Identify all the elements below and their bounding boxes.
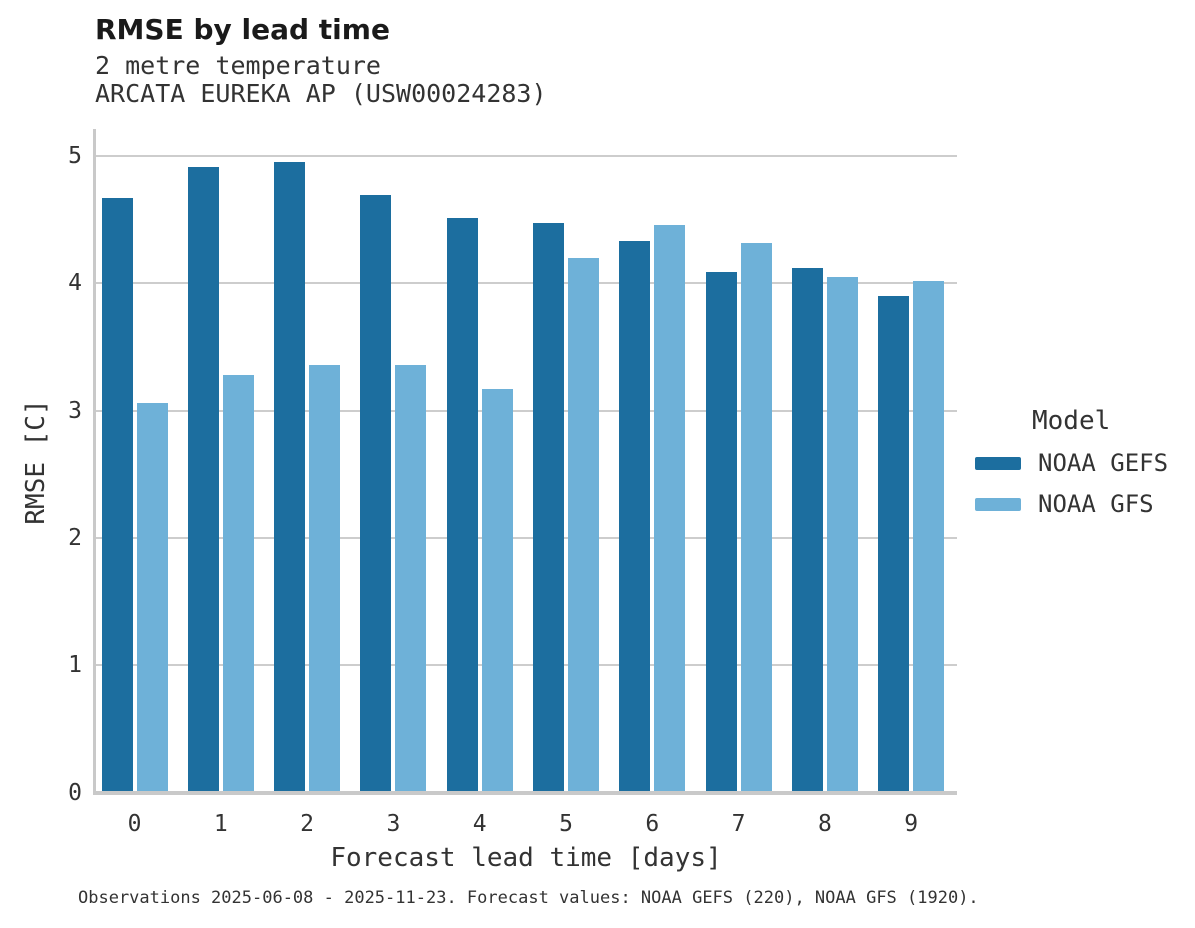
- chart-subtitle-variable: 2 metre temperature: [95, 51, 381, 80]
- bar-noaa-gefs-0: [101, 198, 133, 792]
- x-tick-label-1: 1: [213, 811, 228, 837]
- bar-noaa-gefs-7: [705, 271, 737, 792]
- x-tick-label-4: 4: [472, 811, 487, 837]
- legend-label-noaa-gfs: NOAA GFS: [1038, 490, 1154, 518]
- legend-label-noaa-gefs: NOAA GEFS: [1038, 449, 1169, 477]
- gridline-y-2: [95, 536, 957, 539]
- bar-noaa-gefs-8: [791, 268, 823, 792]
- legend-swatch-noaa-gefs: [975, 456, 1021, 470]
- legend-title: Model: [1032, 406, 1111, 436]
- legend: Model NOAA GEFS NOAA GFS: [975, 406, 1190, 518]
- legend-item-noaa-gfs: NOAA GFS: [975, 490, 1190, 518]
- bar-noaa-gefs-2: [274, 162, 306, 792]
- y-tick-label-4: 4: [68, 270, 82, 297]
- x-tick-label-8: 8: [817, 811, 832, 837]
- bar-noaa-gefs-5: [533, 223, 564, 792]
- bar-noaa-gfs-2: [309, 364, 341, 792]
- y-tick-label-3: 3: [68, 397, 82, 424]
- y-axis-spine: [93, 129, 96, 795]
- legend-rows: NOAA GEFS NOAA GFS: [975, 449, 1190, 518]
- y-axis-title: RMSE [C]: [21, 399, 51, 525]
- legend-item-noaa-gefs: NOAA GEFS: [975, 449, 1190, 477]
- y-tick-label-0: 0: [68, 779, 82, 806]
- bar-noaa-gfs-6: [654, 224, 686, 792]
- bar-noaa-gfs-3: [395, 364, 427, 792]
- bar-noaa-gfs-1: [222, 374, 254, 792]
- gridline-y-1: [95, 664, 957, 667]
- bar-noaa-gefs-3: [360, 195, 392, 792]
- bar-noaa-gefs-1: [187, 167, 219, 792]
- chart-title: RMSE by lead time: [95, 13, 390, 46]
- x-axis-title: Forecast lead time [days]: [330, 843, 722, 873]
- x-tick-label-2: 2: [300, 811, 315, 837]
- bar-noaa-gfs-5: [568, 257, 599, 792]
- gridline-y-4: [95, 282, 957, 285]
- bar-noaa-gefs-4: [446, 218, 478, 792]
- bar-noaa-gefs-9: [878, 296, 910, 792]
- footer-note: Observations 2025-06-08 - 2025-11-23. Fo…: [78, 888, 979, 908]
- gridline-y-3: [95, 409, 957, 412]
- bar-noaa-gfs-0: [136, 402, 168, 792]
- bar-noaa-gefs-6: [619, 241, 651, 792]
- x-tick-label-6: 6: [645, 811, 660, 837]
- bar-noaa-gfs-9: [913, 280, 945, 792]
- y-tick-label-1: 1: [68, 652, 82, 679]
- x-tick-label-5: 5: [559, 811, 573, 837]
- x-tick-label-7: 7: [731, 811, 746, 837]
- x-tick-label-0: 0: [127, 811, 142, 837]
- gridline-y-5: [95, 155, 957, 157]
- bar-noaa-gfs-7: [740, 242, 772, 792]
- y-tick-label-5: 5: [68, 143, 82, 169]
- bar-noaa-gfs-4: [481, 388, 513, 792]
- x-tick-label-3: 3: [386, 811, 401, 837]
- legend-swatch-noaa-gfs: [975, 497, 1021, 511]
- chart-subtitle-station: ARCATA EUREKA AP (USW00024283): [95, 79, 547, 108]
- x-axis-spine: [93, 791, 957, 795]
- x-tick-label-9: 9: [904, 811, 919, 837]
- y-tick-label-2: 2: [68, 524, 82, 551]
- bar-noaa-gfs-8: [826, 276, 858, 792]
